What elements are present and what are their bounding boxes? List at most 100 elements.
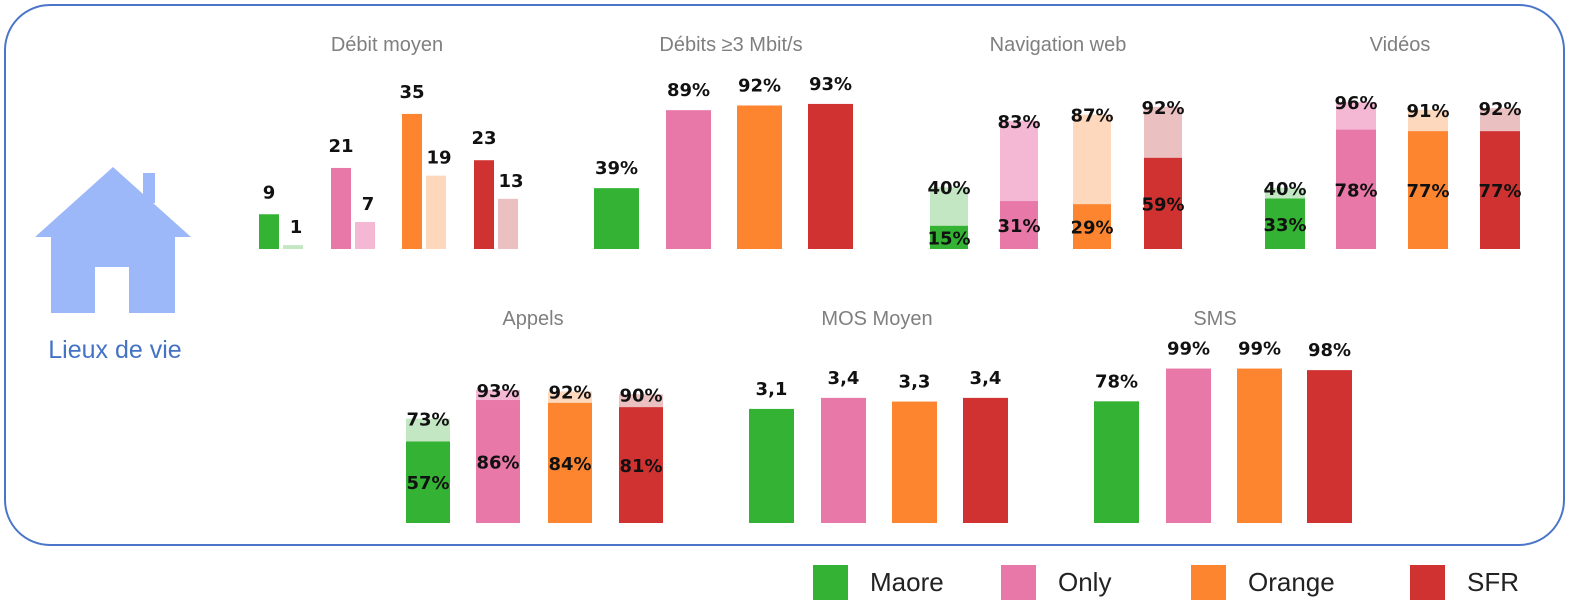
data-label: 3,4 <box>970 368 1002 389</box>
bar-maore-secondary <box>283 245 303 249</box>
data-label-outer: 73% <box>406 410 449 431</box>
bar-orange <box>737 105 782 249</box>
data-label-outer: 92% <box>1141 98 1184 119</box>
place-label: Lieux de vie <box>48 336 182 364</box>
data-label-outer: 40% <box>1263 179 1306 200</box>
data-label: 93% <box>809 74 852 95</box>
bar-maore <box>594 188 639 249</box>
legend-label: SFR <box>1467 567 1519 597</box>
data-label: 3,1 <box>756 379 788 400</box>
house-icon <box>35 167 191 313</box>
bar-maore <box>259 214 279 249</box>
data-label: 89% <box>667 80 710 101</box>
data-label: 99% <box>1167 339 1210 360</box>
data-label: 13 <box>498 171 523 192</box>
bar-only <box>821 397 866 523</box>
bar-orange-inner <box>1408 131 1448 249</box>
chart-title: SMS <box>1193 308 1236 330</box>
bar-orange <box>402 113 422 250</box>
data-label: 78% <box>1095 371 1138 392</box>
data-label: 3,4 <box>828 368 860 389</box>
data-label-inner: 77% <box>1406 181 1449 202</box>
data-label-inner: 84% <box>548 454 591 475</box>
data-label-outer: 87% <box>1070 106 1113 127</box>
legend-label: Only <box>1058 567 1112 597</box>
bar-only-inner <box>1000 201 1038 249</box>
bar-sfr <box>474 160 494 249</box>
legend-label: Maore <box>870 567 944 597</box>
data-label-outer: 92% <box>548 382 591 403</box>
bar-orange <box>1237 368 1282 523</box>
legend-item-maore: Maore <box>813 565 944 600</box>
data-label-inner: 57% <box>406 473 449 494</box>
data-label-inner: 31% <box>997 216 1040 237</box>
data-label: 39% <box>595 158 638 179</box>
data-label-inner: 15% <box>927 228 970 249</box>
bar-sfr <box>808 103 853 249</box>
data-label: 21 <box>328 136 353 157</box>
legend-swatch <box>1191 565 1226 600</box>
bar-maore <box>1094 401 1139 523</box>
data-label: 7 <box>362 194 375 215</box>
chart-title: Débits ≥3 Mbit/s <box>659 34 802 56</box>
data-label-inner: 29% <box>1070 218 1113 239</box>
chart-panel-d-bit-moyen: Débit moyen 91 21 7 35 19 23 13 <box>259 34 524 250</box>
data-label-outer: 40% <box>927 178 970 199</box>
bar-sfr-secondary <box>498 198 518 249</box>
chart-title: Navigation web <box>990 34 1127 56</box>
bar-only-inner <box>476 400 520 523</box>
data-label-inner: 33% <box>1263 215 1306 236</box>
chart-title: Vidéos <box>1370 34 1431 56</box>
bar-sfr-inner <box>619 407 663 523</box>
legend-item-orange: Orange <box>1191 565 1335 600</box>
bar-maore-inner <box>406 441 450 523</box>
legend-item-sfr: SFR <box>1410 565 1519 600</box>
chart-title: Débit moyen <box>331 34 443 56</box>
bar-orange-inner <box>1073 204 1111 249</box>
data-label: 23 <box>471 128 496 149</box>
data-label-outer: 83% <box>997 112 1040 133</box>
bar-only <box>1166 368 1211 523</box>
chart-title: Appels <box>502 308 563 330</box>
legend-swatch <box>1410 565 1445 600</box>
chart-panel-d-bits-3-mbit-s: Débits ≥3 Mbit/s 39% 89% 92% 93% <box>594 34 853 249</box>
data-label: 98% <box>1308 340 1351 361</box>
bar-only <box>331 167 351 249</box>
chart-panel-sms: SMS 78% 99% 99% 98% <box>1094 308 1352 523</box>
data-label: 35 <box>399 82 424 103</box>
legend-swatch <box>813 565 848 600</box>
data-label: 92% <box>738 75 781 96</box>
data-label-outer: 96% <box>1334 93 1377 114</box>
bar-orange <box>892 401 937 523</box>
chart-panel-navigation-web: Navigation web 40% 15% 83% 31% 87% 29% 92% 59% <box>927 34 1184 249</box>
data-label: 9 <box>263 182 276 203</box>
data-label-outer: 91% <box>1406 101 1449 122</box>
data-label: 99% <box>1238 339 1281 360</box>
bar-sfr <box>1307 370 1352 523</box>
data-label-inner: 86% <box>476 453 519 474</box>
section-frame <box>4 4 1565 546</box>
bar-only-secondary <box>355 221 375 249</box>
legend-label: Orange <box>1248 567 1335 597</box>
data-label-outer: 92% <box>1478 99 1521 120</box>
data-label-inner: 59% <box>1141 194 1184 215</box>
chart-title: MOS Moyen <box>821 308 932 330</box>
data-label-outer: 90% <box>619 385 662 406</box>
data-label: 19 <box>426 148 451 169</box>
data-label: 3,3 <box>899 372 931 393</box>
chart-panel-appels: Appels 73% 57% 93% 86% 92% 84% 90% 81% <box>406 308 663 523</box>
chart-panel-vid-os: Vidéos 40% 33% 96% 78% 91% 77% 92% 77% <box>1263 34 1522 250</box>
legend-swatch <box>1001 565 1036 600</box>
bar-sfr-inner <box>1144 157 1182 249</box>
data-label-inner: 81% <box>619 456 662 477</box>
bar-maore <box>749 408 794 523</box>
bar-orange-inner <box>548 402 592 523</box>
bar-maore-inner <box>930 225 968 249</box>
bar-only-inner <box>1336 129 1376 249</box>
bar-sfr-inner <box>1480 131 1520 249</box>
bar-only <box>666 110 711 249</box>
data-label: 1 <box>290 217 303 238</box>
chart-panel-mos-moyen: MOS Moyen 3,1 3,4 3,3 3,4 <box>749 308 1008 523</box>
bar-maore-inner <box>1265 198 1305 249</box>
